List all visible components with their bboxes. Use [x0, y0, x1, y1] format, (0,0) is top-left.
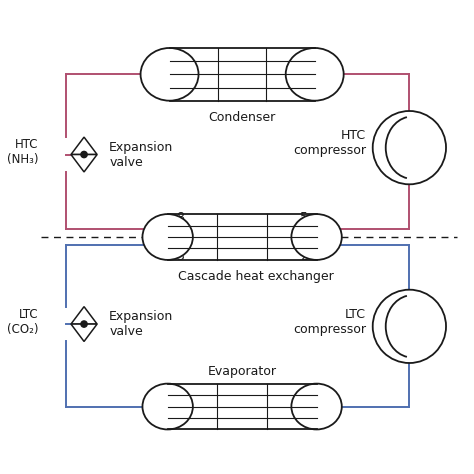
Text: 8: 8	[176, 211, 184, 224]
Text: 3: 3	[176, 250, 184, 263]
Text: Condenser: Condenser	[209, 111, 276, 124]
Text: HTC
compressor: HTC compressor	[293, 129, 366, 157]
Circle shape	[373, 111, 446, 184]
Ellipse shape	[292, 383, 342, 429]
Text: 4: 4	[176, 398, 184, 411]
Text: 6: 6	[302, 65, 310, 79]
Polygon shape	[71, 137, 97, 155]
Circle shape	[373, 290, 446, 363]
Ellipse shape	[141, 48, 199, 100]
Text: Expansion
valve: Expansion valve	[109, 310, 173, 338]
Text: 2: 2	[300, 250, 308, 263]
Bar	[170, 48, 315, 100]
Text: Cascade heat exchanger: Cascade heat exchanger	[178, 270, 334, 283]
Ellipse shape	[292, 214, 342, 260]
Circle shape	[81, 151, 87, 158]
Polygon shape	[71, 155, 97, 172]
Ellipse shape	[143, 383, 193, 429]
Text: 7: 7	[174, 65, 182, 79]
Bar	[168, 214, 317, 260]
Text: HTC
(NH₃): HTC (NH₃)	[7, 138, 38, 166]
Text: 1: 1	[300, 398, 308, 411]
Text: Evaporator: Evaporator	[208, 365, 277, 378]
Ellipse shape	[143, 214, 193, 260]
Circle shape	[81, 321, 87, 327]
Polygon shape	[71, 307, 97, 324]
Text: Expansion
valve: Expansion valve	[109, 140, 173, 169]
Text: 5: 5	[300, 211, 308, 224]
Bar	[168, 383, 317, 429]
Polygon shape	[71, 324, 97, 341]
Text: LTC
compressor: LTC compressor	[293, 308, 366, 336]
Ellipse shape	[286, 48, 344, 100]
Text: LTC
(CO₂): LTC (CO₂)	[7, 308, 38, 336]
